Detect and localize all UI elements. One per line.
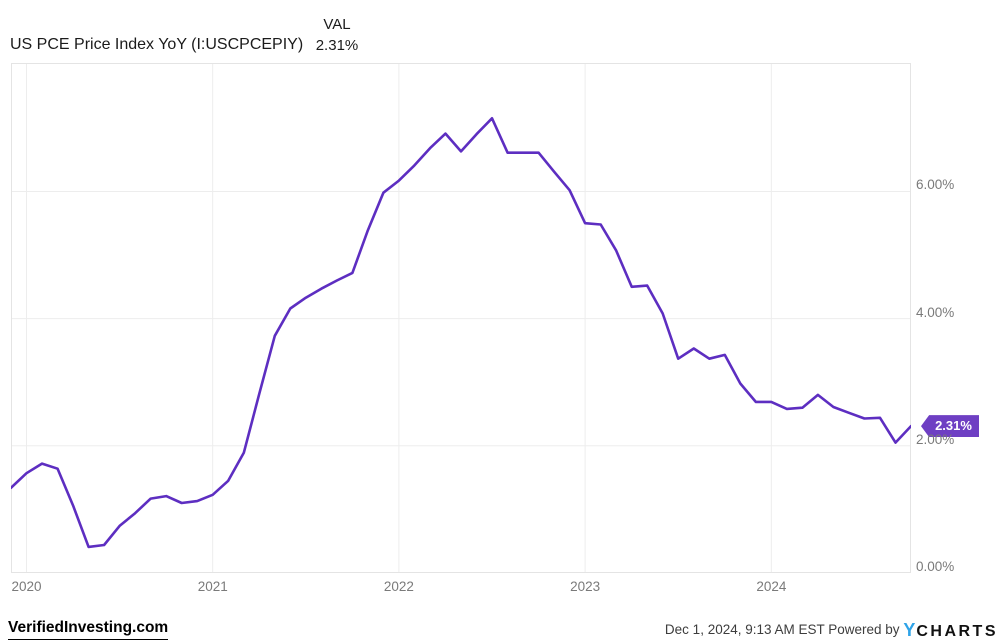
val-column-header: VAL — [323, 16, 351, 33]
attribution-bar: Dec 1, 2024, 9:13 AM EST Powered by YCHA… — [665, 620, 998, 642]
ycharts-logo-charts: CHARTS — [916, 623, 998, 640]
ycharts-logo[interactable]: YCHARTS — [903, 620, 998, 640]
x-tick-label: 2022 — [383, 579, 414, 594]
verified-investing-link[interactable]: VerifiedInvesting.com — [8, 619, 169, 640]
chart-title: US PCE Price Index YoY (I:USCPCEPIY) — [10, 36, 304, 53]
y-tick-label: 2.00% — [916, 431, 955, 447]
x-tick-label: 2023 — [570, 579, 601, 594]
y-tick-label: 4.00% — [916, 304, 955, 320]
timestamp-text: Dec 1, 2024, 9:13 AM EST Powered by — [664, 622, 904, 637]
val-current-value: 2.31% — [315, 37, 359, 54]
x-tick-label: 2024 — [756, 579, 787, 594]
last-value-badge: 2.31% — [921, 415, 979, 438]
x-tick-label: 2020 — [11, 579, 42, 594]
plot-area[interactable]: 2.31% — [11, 63, 979, 573]
y-tick-label: 6.00% — [916, 177, 955, 193]
ycharts-logo-y: Y — [903, 620, 917, 640]
x-tick-label: 2021 — [197, 579, 228, 594]
val-column: VAL 2.31% — [305, 14, 369, 56]
pce-yoy-line-chart — [11, 63, 911, 573]
y-tick-label: 0.00% — [916, 559, 955, 574]
